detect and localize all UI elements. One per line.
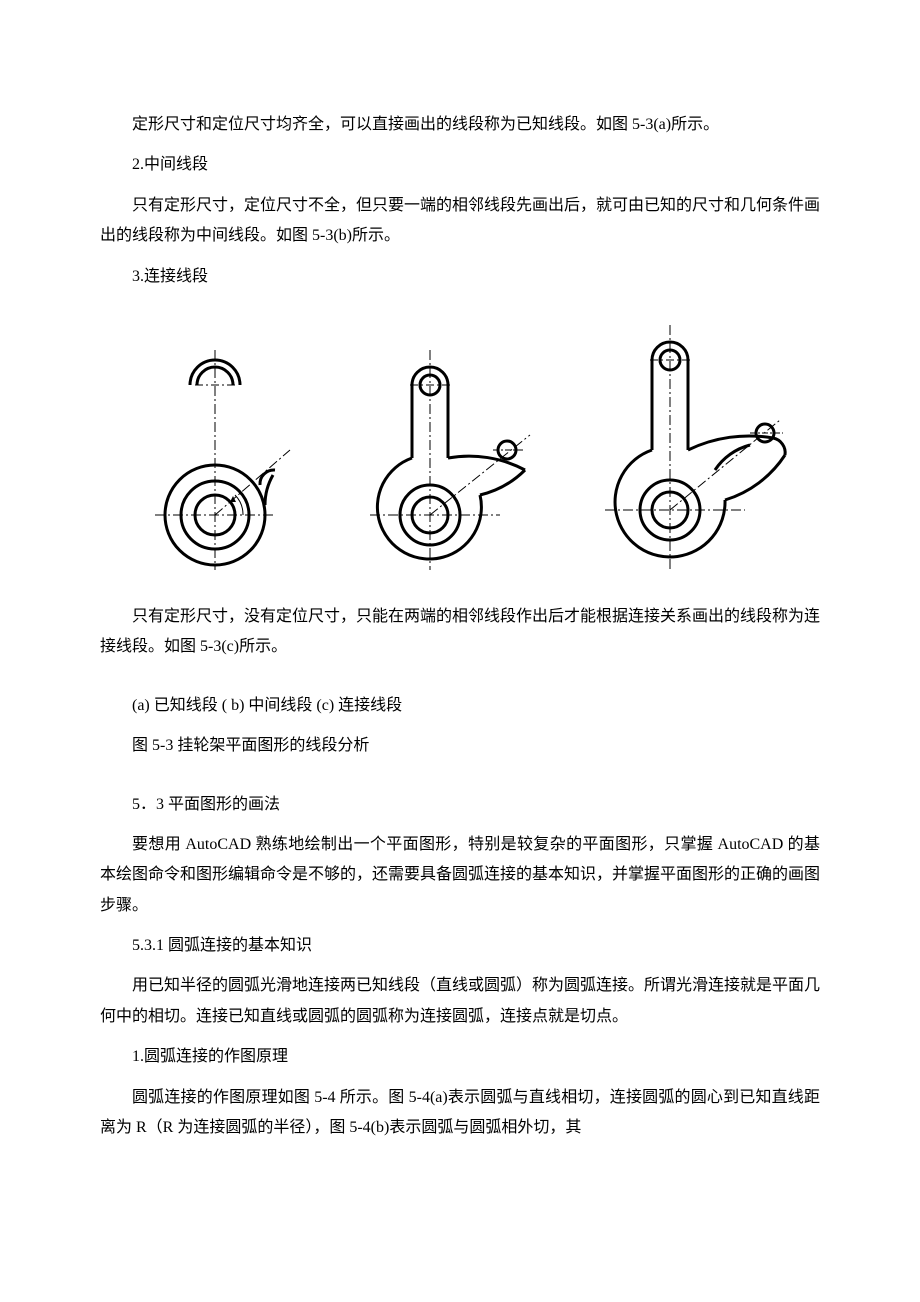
figure-5-3-b [335, 330, 555, 590]
heading-3-connect: 3.连接线段 [100, 262, 820, 292]
caption-figure-5-3: 图 5-3 挂轮架平面图形的线段分析 [100, 731, 820, 761]
heading-2-intermediate: 2.中间线段 [100, 150, 820, 180]
heading-1-arc-principle: 1.圆弧连接的作图原理 [100, 1042, 820, 1072]
paragraph-5-3: 要想用 AutoCAD 熟练地绘制出一个平面图形，特别是较复杂的平面图形，只掌握… [100, 830, 820, 921]
paragraph-arc-principle: 圆弧连接的作图原理如图 5-4 所示。图 5-4(a)表示圆弧与直线相切，连接圆… [100, 1083, 820, 1144]
paragraph-intermediate: 只有定形尺寸，定位尺寸不全，但只要一端的相邻线段先画出后，就可由已知的尺寸和几何… [100, 191, 820, 252]
document-page: 定形尺寸和定位尺寸均齐全，可以直接画出的线段称为已知线段。如图 5-3(a)所示… [0, 0, 920, 1302]
heading-5-3: 5．3 平面图形的画法 [100, 790, 820, 820]
paragraph-known-segment: 定形尺寸和定位尺寸均齐全，可以直接画出的线段称为已知线段。如图 5-3(a)所示… [100, 110, 820, 140]
figure-5-3 [100, 310, 820, 590]
paragraph-connect: 只有定形尺寸，没有定位尺寸，只能在两端的相邻线段作出后才能根据连接关系画出的线段… [100, 602, 820, 663]
caption-abc: (a) 已知线段 ( b) 中间线段 (c) 连接线段 [100, 691, 820, 721]
heading-5-3-1: 5.3.1 圆弧连接的基本知识 [100, 931, 820, 961]
figure-5-3-a [115, 330, 315, 590]
paragraph-5-3-1: 用已知半径的圆弧光滑地连接两已知线段（直线或圆弧）称为圆弧连接。所谓光滑连接就是… [100, 971, 820, 1032]
figure-5-3-c [575, 310, 805, 590]
